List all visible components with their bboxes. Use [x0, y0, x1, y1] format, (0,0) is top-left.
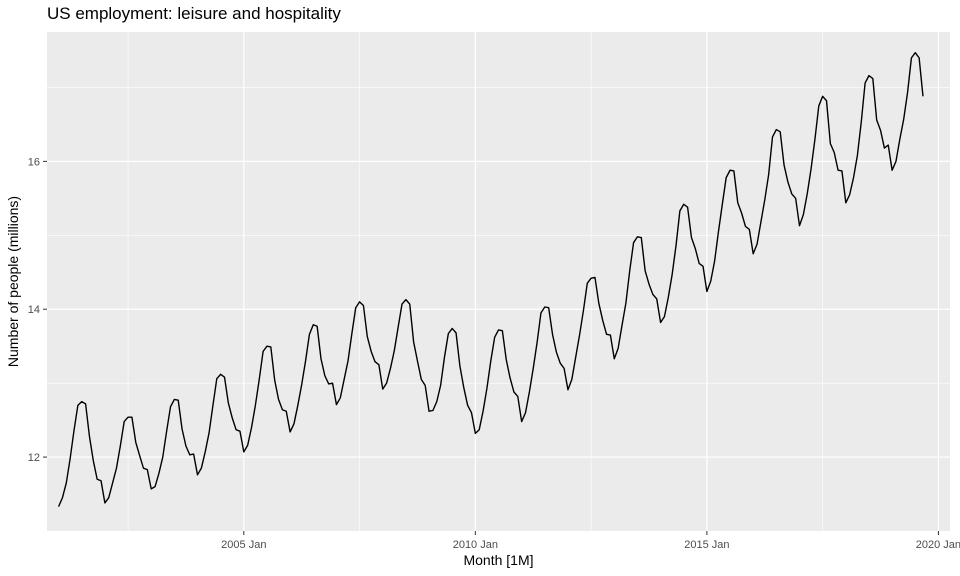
- minor-gridlines: [47, 32, 950, 531]
- x-axis: 2005 Jan 2010 Jan 2015 Jan 2020 Jan: [221, 531, 960, 551]
- x-tick-label: 2005 Jan: [221, 539, 266, 551]
- y-axis: 12 14 16: [28, 156, 47, 464]
- major-gridlines: [47, 32, 950, 531]
- chart-title: US employment: leisure and hospitality: [47, 4, 341, 23]
- y-tick-label: 14: [28, 304, 40, 316]
- y-tick-label: 16: [28, 156, 40, 168]
- x-tick-label: 2010 Jan: [453, 539, 498, 551]
- y-axis-title: Number of people (millions): [5, 196, 21, 367]
- x-axis-title: Month [1M]: [463, 552, 533, 568]
- x-tick-label: 2020 Jan: [916, 539, 960, 551]
- plot-panel: [47, 32, 950, 531]
- x-tick-label: 2015 Jan: [684, 539, 729, 551]
- y-tick-label: 12: [28, 452, 40, 464]
- series-line-employment: [57, 52, 924, 507]
